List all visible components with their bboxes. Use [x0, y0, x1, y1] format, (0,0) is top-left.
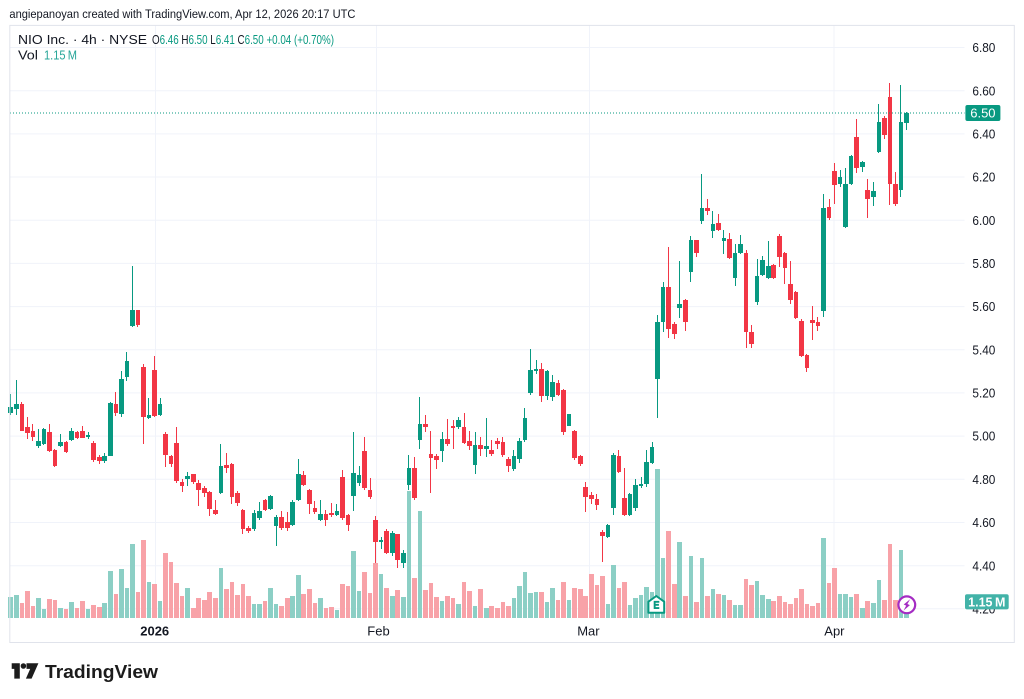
svg-text:4.80: 4.80 [972, 472, 995, 487]
svg-text:4.40: 4.40 [972, 558, 995, 573]
svg-text:Apr: Apr [824, 623, 845, 638]
svg-text:1.15 M: 1.15 M [968, 595, 1005, 609]
svg-text:2026: 2026 [140, 623, 169, 638]
svg-text:5.80: 5.80 [972, 256, 995, 271]
svg-text:5.40: 5.40 [972, 342, 995, 357]
svg-text:6.20: 6.20 [972, 170, 995, 185]
svg-text:6.50: 6.50 [970, 106, 995, 121]
svg-text:Mar: Mar [577, 623, 600, 638]
svg-text:6.40: 6.40 [972, 127, 995, 142]
svg-text:6.60: 6.60 [972, 83, 995, 98]
svg-text:6.80: 6.80 [972, 40, 995, 55]
svg-text:5.20: 5.20 [972, 386, 995, 401]
svg-text:TradingView: TradingView [45, 662, 159, 682]
svg-text:4.60: 4.60 [972, 515, 995, 530]
svg-text:NIO Inc. · 4h · NYSE: NIO Inc. · 4h · NYSE [18, 32, 147, 47]
svg-text:5.60: 5.60 [972, 299, 995, 314]
svg-text:Feb: Feb [367, 623, 389, 638]
svg-text:Vol: Vol [18, 48, 38, 63]
svg-text:6.00: 6.00 [972, 213, 995, 228]
svg-text:1.15 M: 1.15 M [44, 48, 77, 63]
svg-text:5.00: 5.00 [972, 429, 995, 444]
svg-text:angiepanoyan created with Trad: angiepanoyan created with TradingView.co… [9, 7, 355, 21]
svg-text:O6.46 H6.50 L6.41 C6.50 +0.04: O6.46 H6.50 L6.41 C6.50 +0.04 (+0.70%) [152, 32, 334, 47]
